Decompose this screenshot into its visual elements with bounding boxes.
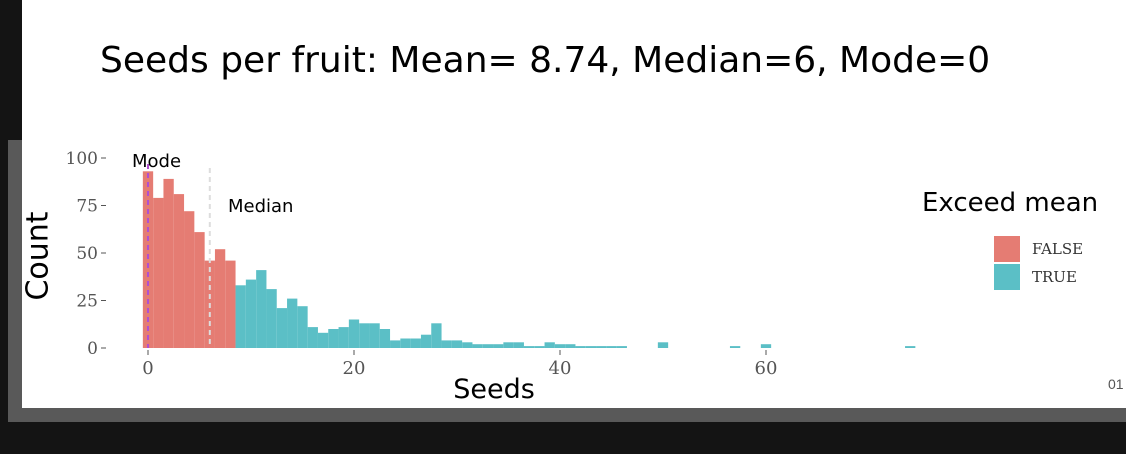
legend-title: Exceed mean: [922, 188, 1099, 218]
bar-true-12: [266, 289, 277, 348]
bar-true-57: [729, 346, 741, 348]
bar-true-40: [554, 344, 566, 348]
bar-true-74: [905, 346, 916, 348]
bar-false-7: [214, 249, 226, 348]
bar-true-31: [462, 342, 473, 348]
bar-true-50: [657, 342, 669, 348]
bar-true-41: [565, 344, 576, 348]
bar-true-60: [760, 344, 772, 348]
bar-true-10: [245, 279, 257, 348]
bar-true-39: [544, 342, 555, 348]
bar-true-32: [472, 344, 483, 348]
bar-false-5: [194, 232, 205, 348]
bar-true-9: [235, 285, 246, 348]
bar-true-16: [307, 327, 318, 348]
bar-true-43: [585, 346, 597, 348]
legend-swatch-false: [994, 236, 1020, 262]
bar-true-30: [451, 340, 463, 348]
bar-false-4: [184, 211, 195, 348]
bar-true-25: [400, 338, 411, 348]
median-annotation: Median: [228, 196, 294, 217]
bar-true-23: [379, 329, 391, 348]
bar-true-34: [493, 344, 504, 348]
bar-true-45: [606, 346, 617, 348]
x-axis-label: Seeds: [453, 374, 535, 405]
bar-true-22: [369, 323, 380, 348]
bar-true-19: [338, 327, 349, 348]
y-tick-label-75: 75: [76, 197, 98, 217]
bar-true-20: [348, 319, 360, 348]
x-tick-label-40: 40: [549, 358, 572, 379]
bar-true-28: [431, 323, 442, 348]
bar-true-14: [287, 298, 298, 348]
bar-true-15: [297, 306, 308, 348]
bar-true-27: [420, 334, 432, 348]
y-axis-label: Count: [20, 211, 56, 301]
bar-true-44: [596, 346, 607, 348]
mode-annotation: Mode: [132, 151, 182, 172]
bar-true-18: [328, 329, 339, 348]
bar-true-35: [503, 342, 514, 348]
bar-false-8: [225, 260, 236, 348]
bar-true-36: [513, 342, 524, 348]
bar-true-42: [575, 346, 586, 348]
bar-true-26: [410, 338, 421, 348]
bar-true-17: [317, 332, 329, 348]
bar-true-33: [482, 344, 494, 348]
bar-true-13: [276, 308, 288, 348]
legend-swatch-true: [994, 264, 1020, 290]
bar-false-2: [163, 178, 174, 348]
bar-true-11: [256, 270, 267, 348]
legend-label-false: FALSE: [1032, 240, 1084, 258]
x-tick-label-20: 20: [343, 358, 366, 379]
bar-true-38: [534, 346, 545, 348]
y-tick-label-50: 50: [76, 244, 98, 264]
y-tick-label-0: 0: [87, 339, 98, 359]
chart-title: Seeds per fruit: Mean= 8.74, Median=6, M…: [100, 40, 991, 81]
x-tick-label-0: 0: [142, 358, 153, 379]
y-tick-label-25: 25: [76, 292, 98, 312]
corner-text: 01: [1108, 376, 1124, 392]
bar-true-21: [359, 323, 370, 348]
bar-false-3: [173, 194, 185, 348]
bar-true-24: [390, 340, 401, 348]
bar-false-0: [142, 171, 154, 348]
legend-label-true: TRUE: [1032, 268, 1077, 286]
bar-true-37: [523, 346, 535, 348]
bar-false-1: [153, 197, 164, 348]
y-tick-label-100: 100: [66, 149, 98, 169]
bar-true-29: [441, 340, 452, 348]
x-tick-label-60: 60: [755, 358, 778, 379]
bar-true-46: [616, 346, 627, 348]
